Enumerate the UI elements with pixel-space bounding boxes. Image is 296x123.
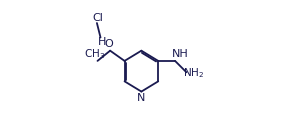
Text: N: N (137, 93, 146, 103)
Text: Cl: Cl (92, 13, 103, 23)
Text: CH$_3$: CH$_3$ (84, 47, 105, 61)
Text: NH: NH (172, 49, 189, 59)
Text: O: O (104, 39, 113, 49)
Text: NH$_2$: NH$_2$ (183, 67, 204, 80)
Text: H: H (98, 37, 107, 47)
